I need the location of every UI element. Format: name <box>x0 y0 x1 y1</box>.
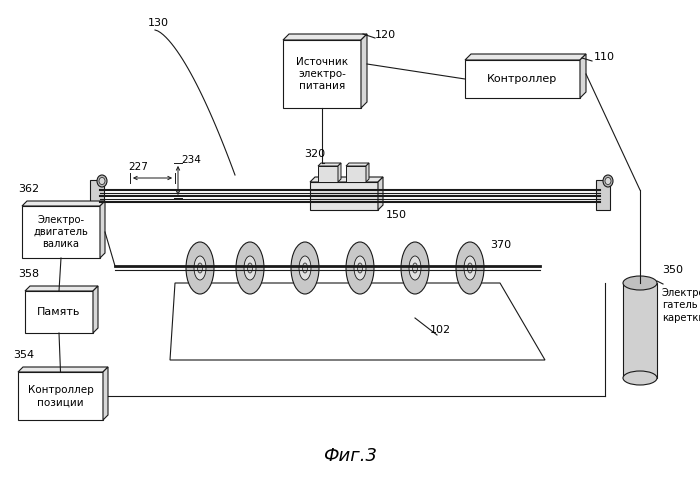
Text: 354: 354 <box>13 350 34 360</box>
Polygon shape <box>93 286 98 333</box>
Polygon shape <box>346 163 369 166</box>
Text: 320: 320 <box>304 149 325 159</box>
Ellipse shape <box>468 263 472 273</box>
Bar <box>346 166 366 182</box>
Polygon shape <box>22 201 105 206</box>
Text: 234: 234 <box>181 155 201 165</box>
Text: 102: 102 <box>430 325 451 335</box>
Ellipse shape <box>464 256 476 280</box>
Polygon shape <box>25 286 98 291</box>
Bar <box>318 166 338 182</box>
Polygon shape <box>378 177 383 210</box>
Ellipse shape <box>248 263 253 273</box>
Ellipse shape <box>244 256 256 280</box>
Ellipse shape <box>302 263 307 273</box>
Text: 370: 370 <box>490 240 511 250</box>
Text: 110: 110 <box>594 52 615 62</box>
Text: Источник
электро-
питания: Источник электро- питания <box>296 56 348 91</box>
Polygon shape <box>465 54 586 60</box>
Ellipse shape <box>186 242 214 294</box>
Ellipse shape <box>291 242 319 294</box>
Bar <box>465 60 580 98</box>
Text: 150: 150 <box>386 210 407 220</box>
Polygon shape <box>623 283 657 378</box>
Polygon shape <box>580 54 586 98</box>
Text: Электро-
двигатель
валика: Электро- двигатель валика <box>34 215 88 250</box>
Ellipse shape <box>354 256 366 280</box>
Polygon shape <box>18 367 108 372</box>
Ellipse shape <box>236 242 264 294</box>
Ellipse shape <box>456 242 484 294</box>
Ellipse shape <box>194 256 206 280</box>
Text: Контроллер: Контроллер <box>487 74 558 84</box>
Ellipse shape <box>409 256 421 280</box>
Polygon shape <box>338 163 341 182</box>
Bar <box>283 40 361 108</box>
Text: 120: 120 <box>375 30 396 40</box>
Polygon shape <box>361 34 367 108</box>
Polygon shape <box>103 367 108 420</box>
Text: Память: Память <box>37 307 80 317</box>
Text: 130: 130 <box>148 18 169 28</box>
Bar <box>18 372 103 420</box>
Polygon shape <box>310 177 383 182</box>
Text: Электродви-
гатель
каретки: Электродви- гатель каретки <box>662 288 700 323</box>
Bar <box>22 206 100 258</box>
Text: Фиг.3: Фиг.3 <box>323 447 377 465</box>
Ellipse shape <box>401 242 429 294</box>
Ellipse shape <box>97 175 107 187</box>
Bar <box>25 291 93 333</box>
Bar <box>310 182 378 210</box>
Bar <box>90 180 104 210</box>
Polygon shape <box>366 163 369 182</box>
Polygon shape <box>283 34 367 40</box>
Text: Контроллер
позиции: Контроллер позиции <box>27 385 93 407</box>
Text: 227: 227 <box>128 162 148 172</box>
Polygon shape <box>170 283 545 360</box>
Ellipse shape <box>346 242 374 294</box>
Ellipse shape <box>605 177 611 185</box>
Ellipse shape <box>603 175 613 187</box>
Ellipse shape <box>623 276 657 290</box>
Ellipse shape <box>197 263 202 273</box>
Polygon shape <box>100 201 105 258</box>
Ellipse shape <box>99 177 105 185</box>
Ellipse shape <box>299 256 311 280</box>
Text: 358: 358 <box>18 269 39 279</box>
Bar <box>596 180 610 210</box>
Text: 362: 362 <box>18 184 39 194</box>
Ellipse shape <box>412 263 417 273</box>
Polygon shape <box>318 163 341 166</box>
Text: 350: 350 <box>662 265 683 275</box>
Ellipse shape <box>358 263 363 273</box>
Ellipse shape <box>623 371 657 385</box>
